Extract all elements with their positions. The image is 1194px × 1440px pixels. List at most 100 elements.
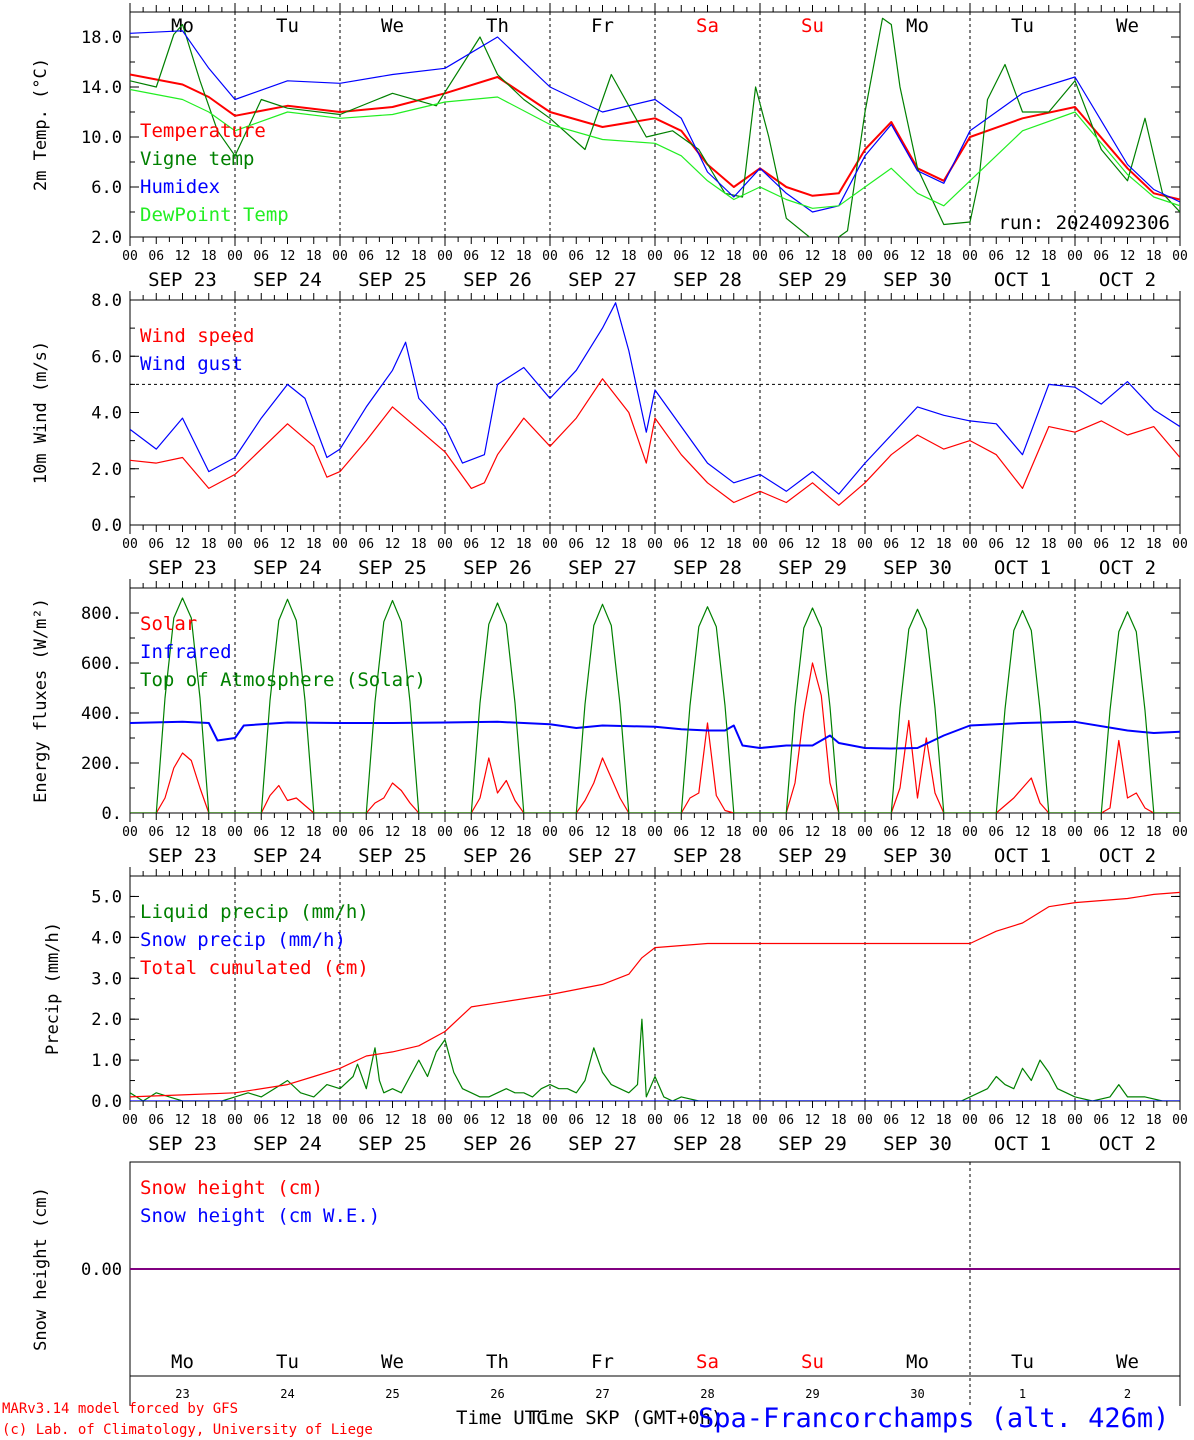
- legend-entry: Wind gust: [140, 353, 243, 375]
- x-hour-label: 00: [332, 537, 348, 552]
- x-hour-label: 06: [358, 249, 374, 264]
- x-hour-label: 18: [516, 537, 532, 552]
- y-tick-label: 6.0: [91, 178, 122, 198]
- y-tick-label: 0.0: [91, 1092, 122, 1112]
- x-hour-label: 00: [437, 537, 453, 552]
- x-hour-label: 00: [227, 1113, 243, 1128]
- legend-entry: Humidex: [140, 176, 220, 198]
- y-axis-label: 10m Wind (m/s): [31, 341, 51, 484]
- y-tick-label: 3.0: [91, 969, 122, 989]
- x-hour-label: 18: [411, 249, 427, 264]
- series-lines: [130, 302, 1180, 506]
- legend-entry: Total cumulated (cm): [140, 957, 369, 979]
- x-hour-label: 12: [280, 825, 296, 840]
- x-hour-label: 18: [621, 249, 637, 264]
- series-top-of-atmosphere-solar-: [130, 597, 1180, 813]
- x-hour-label: 18: [1146, 825, 1162, 840]
- x-hour-label: 06: [148, 825, 164, 840]
- x-date-label: SEP 30: [883, 269, 952, 291]
- day-label: Th: [486, 1351, 509, 1373]
- day-label: Su: [801, 15, 824, 37]
- y-tick-label: 8.0: [91, 291, 122, 311]
- date-label: 23: [175, 1387, 189, 1401]
- x-hour-label: 06: [988, 1113, 1004, 1128]
- panel-frame: [129, 587, 1181, 814]
- x-hour-label: 18: [726, 249, 742, 264]
- x-hour-label: 12: [280, 537, 296, 552]
- x-date-label: OCT 1: [994, 269, 1051, 291]
- x-hour-label: 00: [1172, 1113, 1188, 1128]
- x-hour-label: 06: [778, 537, 794, 552]
- x-hour-label: 18: [201, 825, 217, 840]
- x-hour-label: 00: [1172, 249, 1188, 264]
- x-hour-label: 18: [516, 1113, 532, 1128]
- x-hour-label: 12: [175, 1113, 191, 1128]
- x-hour-label: 12: [805, 537, 821, 552]
- x-hour-label: 06: [778, 1113, 794, 1128]
- x-hour-label: 00: [857, 249, 873, 264]
- x-hour-label: 00: [647, 249, 663, 264]
- y-tick-label: 600.: [81, 654, 122, 674]
- x-hour-label: 06: [988, 825, 1004, 840]
- day-label: Tu: [1011, 15, 1034, 37]
- x-date-label: SEP 27: [568, 1133, 637, 1155]
- y-axis-label: Precip (mm/h): [43, 922, 63, 1055]
- x-date-label: SEP 23: [148, 1133, 217, 1155]
- x-hour-label: 18: [831, 825, 847, 840]
- x-hour-label: 12: [805, 825, 821, 840]
- x-hour-label: 18: [936, 825, 952, 840]
- y-tick-label: 200.: [81, 754, 122, 774]
- legend-entry: Top of Atmosphere (Solar): [140, 669, 426, 691]
- x-hour-label: 00: [1067, 1113, 1083, 1128]
- x-hour-label: 12: [280, 249, 296, 264]
- x-hour-label: 00: [122, 1113, 138, 1128]
- x-hour-label: 18: [621, 825, 637, 840]
- series-wind-gust: [130, 302, 1180, 495]
- x-date-label: SEP 24: [253, 1133, 322, 1155]
- x-hour-label: 12: [1120, 537, 1136, 552]
- x-hour-label: 06: [883, 825, 899, 840]
- y-tick-label: 5.0: [91, 887, 122, 907]
- x-hour-label: 06: [988, 249, 1004, 264]
- legend-entry: Snow height (cm W.E.): [140, 1205, 380, 1227]
- time-label-utc: Time UTC: [456, 1407, 548, 1429]
- x-hour-label: 18: [726, 537, 742, 552]
- x-hour-label: 18: [1146, 249, 1162, 264]
- x-hour-label: 06: [463, 1113, 479, 1128]
- day-label: Mo: [171, 1351, 194, 1373]
- x-date-label: SEP 30: [883, 845, 952, 867]
- x-hour-label: 00: [1067, 537, 1083, 552]
- x-hour-label: 18: [306, 249, 322, 264]
- x-hour-label: 00: [647, 1113, 663, 1128]
- x-hour-label: 00: [227, 537, 243, 552]
- x-hour-label: 12: [385, 1113, 401, 1128]
- legend-entry: Liquid precip (mm/h): [140, 901, 369, 923]
- x-hour-label: 12: [1120, 825, 1136, 840]
- y-tick-label: 10.0: [81, 128, 122, 148]
- x-hour-label: 06: [883, 249, 899, 264]
- series-wind-speed: [130, 378, 1180, 506]
- x-date-label: SEP 29: [778, 1133, 847, 1155]
- x-date-label: SEP 25: [358, 269, 427, 291]
- y-tick-label: 0.00: [81, 1260, 122, 1280]
- x-hour-label: 06: [673, 825, 689, 840]
- x-hour-label: 12: [175, 249, 191, 264]
- x-hour-label: 00: [542, 1113, 558, 1128]
- x-hour-label: 00: [752, 537, 768, 552]
- x-hour-label: 00: [752, 1113, 768, 1128]
- panel-5: 0.00 Snow height (cm) Mo 23 Tu 24 We 25 Th 26 Fr 27…: [31, 1161, 1181, 1406]
- x-date-label: SEP 28: [673, 845, 742, 867]
- y-tick-label: 2.0: [91, 228, 122, 248]
- x-hour-label: 12: [595, 249, 611, 264]
- day-label: Fr: [591, 1351, 614, 1373]
- x-hour-label: 00: [227, 249, 243, 264]
- x-date-label: SEP 29: [778, 557, 847, 579]
- credit-line-2: (c) Lab. of Climatology, University of L…: [2, 1422, 373, 1438]
- x-date-label: SEP 26: [463, 845, 532, 867]
- x-hour-label: 18: [831, 249, 847, 264]
- date-label: 2: [1124, 1387, 1131, 1401]
- x-date-label: SEP 25: [358, 557, 427, 579]
- y-tick-label: 14.0: [81, 78, 122, 98]
- panel-3: 0. 200. 400. 600. 800. Energy fluxes (W/m²) 00…: [31, 579, 1188, 867]
- x-hour-label: 12: [910, 537, 926, 552]
